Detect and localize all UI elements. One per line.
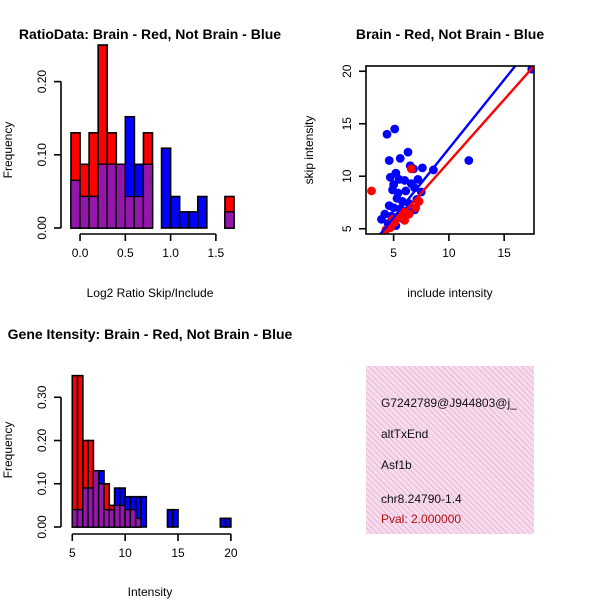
gene-histogram-marks: 0.00 0.10 0.20 0.30 5 10 15 20 (35, 374, 238, 560)
info-event-id: G7242789@J944803@j_ (381, 396, 517, 410)
y-tick-label: 20 (340, 64, 354, 78)
y-tick-label: 15 (340, 117, 354, 131)
ratio-histogram-ylabel: Frequency (1, 122, 15, 179)
y-tick-label: 10 (340, 169, 354, 183)
not-brain-point (377, 214, 386, 224)
scatter-marks: 5 10 15 5 10 15 20 (340, 64, 535, 260)
info-gene-name: Asf1b (381, 458, 412, 472)
overlap-bar (142, 163, 154, 229)
x-tick-label: 15 (171, 546, 185, 560)
not-brain-point (464, 156, 474, 165)
not-brain-point (400, 176, 410, 185)
overlap-bar (124, 195, 135, 229)
not-brain-point (403, 147, 413, 157)
x-tick-label: 10 (118, 546, 132, 560)
info-panel: G7242789@J944803@j_ altTxEnd Asf1b chr8.… (366, 366, 534, 534)
overlap-bar (70, 179, 81, 229)
y-tick-label: 0.20 (35, 429, 49, 453)
y-tick-label: 0.00 (35, 216, 49, 240)
not-brain-bar (178, 211, 190, 229)
scatter-xlabel: include intensity (407, 286, 492, 300)
brain-point (404, 209, 414, 219)
not-brain-bar (187, 211, 199, 229)
overlap-bar (115, 163, 126, 229)
info-pval: Pval: 2.000000 (381, 512, 462, 526)
overlap-bar (97, 163, 108, 229)
scatter-ylabel: skip intensity (302, 116, 316, 185)
y-tick-label: 0.10 (35, 472, 49, 496)
x-tick-label: 5 (69, 546, 76, 560)
ratio-histogram-xlabel: Log2 Ratio Skip/Include (87, 286, 214, 300)
x-tick-label: 0.0 (72, 246, 89, 260)
ratio-histogram-panel: RatioData: Brain - Red, Not Brain - Blue… (1, 26, 281, 300)
overlap-bar (106, 163, 117, 229)
x-tick-label: 0.5 (117, 246, 134, 260)
not-brain-point (384, 156, 394, 165)
not-brain-point (382, 129, 392, 139)
not-brain-bar (171, 508, 179, 528)
x-tick-label: 10 (442, 246, 456, 260)
brain-point (367, 186, 376, 196)
info-location: chr8.24790-1.4 (381, 492, 462, 506)
not-brain-point (389, 203, 399, 213)
scatter-plot-area (367, 66, 534, 234)
brain-point (400, 215, 410, 225)
x-tick-label: 20 (224, 546, 238, 560)
intensity-scatter-panel: Brain - Red, Not Brain - Blue include in… (302, 26, 544, 300)
info-event-type: altTxEnd (381, 427, 429, 441)
y-tick-label: 0.10 (35, 143, 49, 167)
y-tick-label: 5 (340, 225, 354, 232)
x-tick-label: 5 (390, 246, 397, 260)
not-brain-bar (196, 195, 208, 229)
scatter-title: Brain - Red, Not Brain - Blue (356, 26, 544, 42)
not-brain-bar (160, 147, 172, 229)
not-brain-bar (224, 517, 232, 528)
x-tick-label: 1.0 (162, 246, 179, 260)
x-tick-label: 1.5 (208, 246, 225, 260)
not-brain-point (401, 186, 411, 196)
scatter-frame (365, 65, 535, 235)
not-brain-point (417, 163, 427, 173)
y-tick-label: 0.30 (35, 385, 49, 409)
ratio-histogram-marks: 0.00 0.10 0.20 0.0 0.5 1.0 1.5 (35, 44, 235, 260)
not-brain-point (390, 124, 400, 134)
not-brain-bar (140, 495, 148, 528)
brain-fit-line (383, 66, 534, 234)
overlap-bar (79, 195, 90, 229)
brain-point (406, 164, 416, 174)
overlap-bar (133, 195, 145, 229)
overlap-bar (88, 195, 99, 229)
y-tick-label: 0.20 (35, 70, 49, 94)
gene-histogram-title: Gene Itensity: Brain - Red, Not Brain - … (8, 326, 293, 342)
x-tick-label: 15 (497, 246, 511, 260)
not-brain-point (395, 154, 405, 163)
gene-histogram-ylabel: Frequency (1, 422, 15, 479)
not-brain-bar (169, 195, 181, 229)
not-brain-point (413, 175, 423, 184)
ratio-histogram-title: RatioData: Brain - Red, Not Brain - Blue (19, 26, 281, 42)
not-brain-fit-line (379, 66, 517, 234)
gene-histogram-xlabel: Intensity (128, 585, 173, 599)
gene-intensity-histogram-panel: Gene Itensity: Brain - Red, Not Brain - … (1, 326, 293, 599)
y-tick-label: 0.00 (35, 515, 49, 539)
overlap-bar (224, 211, 235, 229)
